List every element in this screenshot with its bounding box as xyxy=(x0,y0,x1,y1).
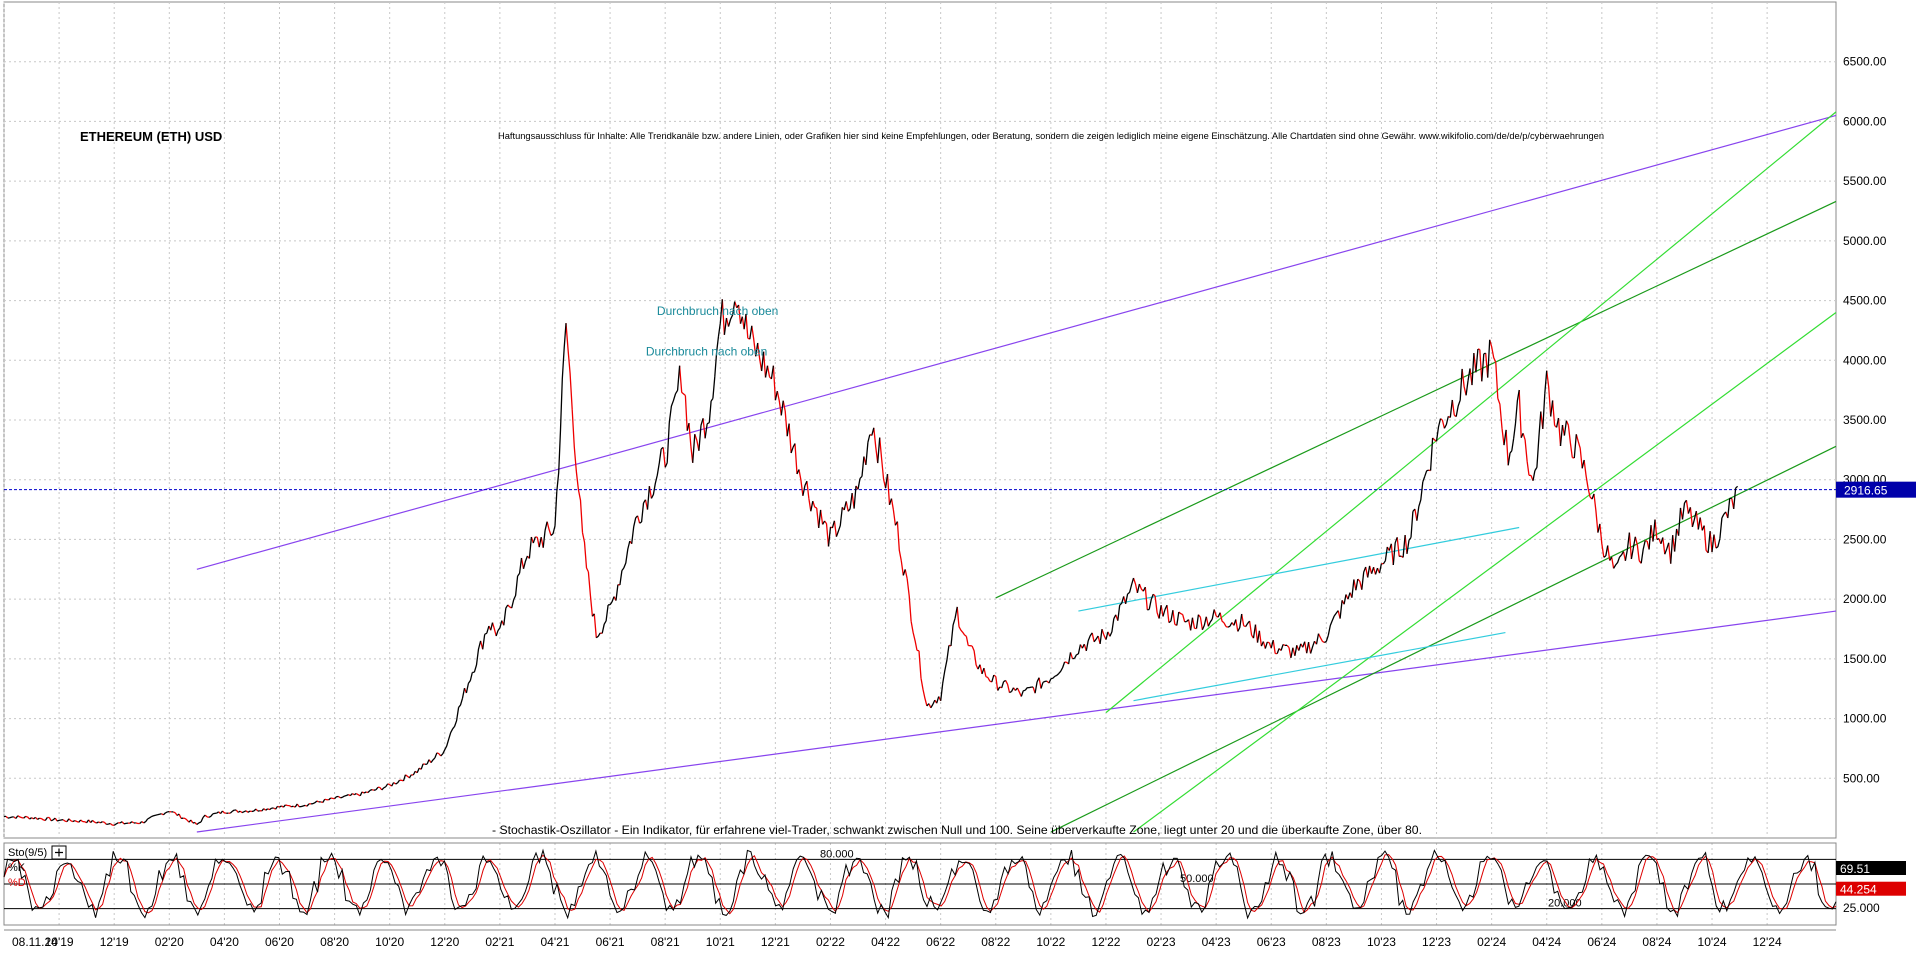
y-tick-label: 2000.00 xyxy=(1843,592,1887,606)
x-tick-label: 10'22 xyxy=(1036,935,1065,948)
y-tick-label: 500.00 xyxy=(1843,771,1880,785)
x-tick-label: 08'21 xyxy=(651,935,680,948)
x-tick-label: 12'21 xyxy=(761,935,790,948)
x-tick-label: 06'23 xyxy=(1257,935,1286,948)
oscillator-level-label: 80.000 xyxy=(820,848,854,860)
trend-line xyxy=(1105,111,1837,714)
trend-line xyxy=(1133,631,1506,702)
price-down-moves xyxy=(5,299,1735,826)
x-tick-label: 04'21 xyxy=(540,935,569,948)
y-tick-label: 5500.00 xyxy=(1843,174,1887,188)
oscillator-axis-label: 25.000 xyxy=(1843,901,1880,915)
trend-line xyxy=(995,200,1837,599)
last-price-label: 2916.65 xyxy=(1844,484,1888,498)
x-tick-label: 10'21 xyxy=(706,935,735,948)
y-tick-label: 4000.00 xyxy=(1843,353,1887,367)
trend-line xyxy=(1133,312,1837,833)
oscillator-title: Sto(9/5) xyxy=(8,847,47,859)
y-tick-label: 4500.00 xyxy=(1843,294,1887,308)
x-tick-label: 12'24 xyxy=(1753,935,1782,948)
x-tick-label: 04'20 xyxy=(210,935,239,948)
trend-line xyxy=(1050,445,1837,833)
stochastic-d-line xyxy=(3,854,1837,915)
oscillator-level-label: 50.000 xyxy=(1180,873,1214,885)
chart-title: ETHEREUM (ETH) USD xyxy=(80,129,222,144)
price-up-moves xyxy=(3,299,1739,826)
k-legend: %K xyxy=(8,862,26,874)
x-tick-label: 08.11.24 xyxy=(12,935,58,948)
x-tick-label: 10'19 xyxy=(45,935,74,948)
x-tick-label: 06'22 xyxy=(926,935,955,948)
d-value-box xyxy=(1836,881,1906,896)
x-tick-label: 02'21 xyxy=(485,935,514,948)
x-tick-label: 10'20 xyxy=(375,935,404,948)
x-tick-label: 10'23 xyxy=(1367,935,1396,948)
y-tick-label: 5000.00 xyxy=(1843,234,1887,248)
x-tick-label: 02'20 xyxy=(155,935,184,948)
x-tick-label: 02'24 xyxy=(1477,935,1506,948)
y-tick-label: 6500.00 xyxy=(1843,55,1887,69)
stochastic-k-line xyxy=(3,848,1837,920)
price-series xyxy=(3,299,1739,826)
y-tick-label: 6000.00 xyxy=(1843,114,1887,128)
x-tick-label: 12'20 xyxy=(430,935,459,948)
x-tick-label: 12'23 xyxy=(1422,935,1451,948)
x-tick-label: 12'19 xyxy=(100,935,129,948)
d-legend: %D xyxy=(8,877,26,889)
x-tick-label: 06'21 xyxy=(596,935,625,948)
y-tick-label: 3500.00 xyxy=(1843,413,1887,427)
y-tick-label: 1000.00 xyxy=(1843,712,1887,726)
x-tick-label: 08'22 xyxy=(981,935,1010,948)
x-tick-label: 08'20 xyxy=(320,935,349,948)
trend-lines xyxy=(4,111,1837,833)
x-tick-label: 04'23 xyxy=(1202,935,1231,948)
k-value-label: 69.51 xyxy=(1840,862,1870,876)
disclaimer-text: Haftungsausschluss für Inhalte: Alle Tre… xyxy=(498,131,1604,141)
d-value-label: 44.254 xyxy=(1840,883,1877,897)
annotation-text: Durchbruch nach oben xyxy=(646,345,767,359)
x-tick-label: 04'22 xyxy=(871,935,900,948)
annotations: Durchbruch nach oben Durchbruch nach oben xyxy=(646,304,778,359)
k-value-box xyxy=(1836,861,1906,876)
plus-icon xyxy=(55,848,63,857)
x-tick-label: 04'24 xyxy=(1532,935,1561,948)
last-price-box xyxy=(1836,481,1916,498)
y-tick-label: 2500.00 xyxy=(1843,532,1887,546)
x-tick-label: 08'24 xyxy=(1642,935,1671,948)
x-tick-label: 12'22 xyxy=(1091,935,1120,948)
annotation-text: Durchbruch nach oben xyxy=(657,304,778,318)
trend-line xyxy=(196,610,1837,833)
x-tick-label: 10'24 xyxy=(1698,935,1727,948)
x-tick-label: 02'22 xyxy=(816,935,845,948)
x-tick-label: 08'23 xyxy=(1312,935,1341,948)
x-tick-label: 06'20 xyxy=(265,935,294,948)
axes: 500.001000.001500.002000.002500.003000.0… xyxy=(4,55,1916,949)
stochastic-footnote: - Stochastik-Oszillator - Ein Indikator,… xyxy=(492,823,1422,837)
x-tick-label: 06'24 xyxy=(1587,935,1616,948)
x-tick-label: 02'23 xyxy=(1147,935,1176,948)
trend-line xyxy=(196,114,1837,570)
y-tick-label: 1500.00 xyxy=(1843,652,1887,666)
